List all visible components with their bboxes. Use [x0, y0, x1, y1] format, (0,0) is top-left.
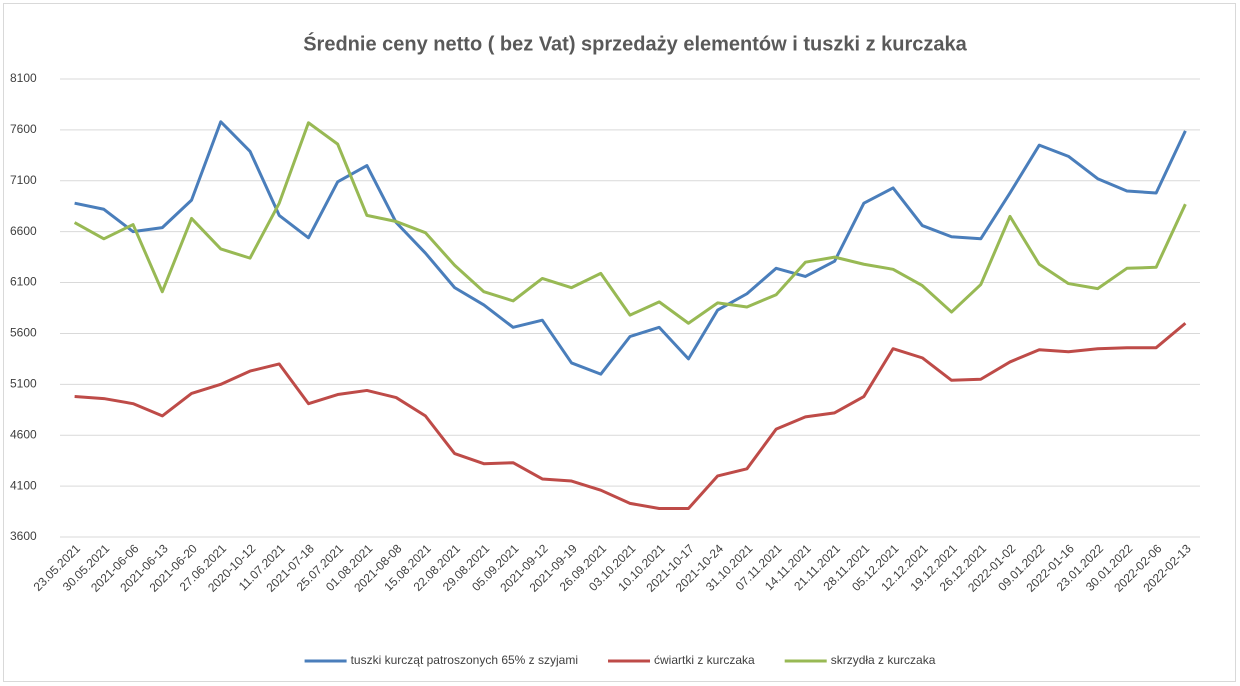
y-tick-label: 6600: [10, 224, 37, 238]
legend-label: ćwiartki z kurczaka: [654, 653, 755, 667]
y-tick-label: 5600: [10, 326, 37, 340]
series-line: [73, 121, 1187, 325]
chart-border: [3, 3, 1236, 682]
y-tick-label: 8100: [10, 71, 37, 85]
y-tick-label: 7600: [10, 122, 37, 136]
y-tick-label: 4600: [10, 427, 37, 441]
legend-label: tuszki kurcząt patroszonych 65% z szyjam…: [351, 653, 578, 667]
legend-label: skrzydła z kurczaka: [831, 653, 936, 667]
series-line: [74, 322, 1187, 511]
y-tick-label: 5100: [10, 377, 37, 391]
y-tick-label: 7100: [10, 173, 37, 187]
y-tick-label: 4100: [10, 478, 37, 492]
y-tick-label: 3600: [10, 529, 37, 543]
y-tick-label: 6100: [10, 275, 37, 289]
series-line: [74, 120, 1187, 376]
chart-title: Średnie ceny netto ( bez Vat) sprzedaży …: [303, 31, 967, 55]
